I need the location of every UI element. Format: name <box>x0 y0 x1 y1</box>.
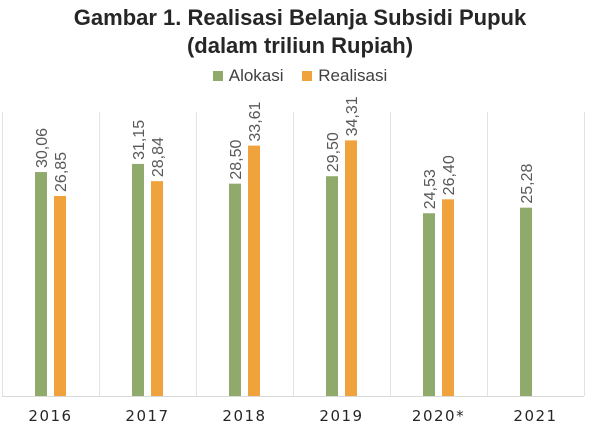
bar-alokasi-2019 <box>326 176 338 396</box>
bar-realisasi-2016 <box>54 195 66 396</box>
bar-alokasi-2017 <box>132 163 144 396</box>
chart-title: Gambar 1. Realisasi Belanja Subsidi Pupu… <box>0 4 600 60</box>
x-tick-label-2021: 2021 <box>513 407 557 425</box>
legend-label-realisasi: Realisasi <box>318 66 388 85</box>
data-label-alokasi-2020: 24,53 <box>422 169 439 209</box>
bar-realisasi-2018 <box>248 145 260 396</box>
x-tick-label-2016: 2016 <box>28 407 72 425</box>
bar-realisasi-2020 <box>442 199 454 396</box>
legend-item-alokasi: Alokasi <box>212 66 284 86</box>
x-tick-label-2017: 2017 <box>125 407 169 425</box>
chart-title-line-2: (dalam triliun Rupiah) <box>186 33 414 58</box>
data-label-realisasi-2019: 34,31 <box>344 96 361 136</box>
bar-realisasi-2017 <box>151 181 163 396</box>
chart-legend: Alokasi Realisasi <box>0 66 600 86</box>
data-label-realisasi-2017: 28,84 <box>150 137 167 177</box>
data-label-realisasi-2020: 26,40 <box>441 155 458 195</box>
bar-alokasi-2016 <box>35 172 47 396</box>
data-label-realisasi-2018: 33,61 <box>247 101 264 141</box>
x-tick-label-2018: 2018 <box>222 407 266 425</box>
x-tick-label-2019: 2019 <box>319 407 363 425</box>
data-label-alokasi-2021: 25,28 <box>519 164 536 204</box>
chart-title-line-1: Gambar 1. Realisasi Belanja Subsidi Pupu… <box>73 5 527 30</box>
data-label-alokasi-2019: 29,50 <box>325 132 342 172</box>
legend-swatch-alokasi <box>212 71 223 81</box>
bar-alokasi-2018 <box>229 183 241 396</box>
data-label-alokasi-2017: 31,15 <box>131 120 148 160</box>
bar-alokasi-2020 <box>423 213 435 396</box>
data-label-alokasi-2016: 30,06 <box>34 128 51 168</box>
x-tick-label-2020: 2020* <box>412 407 465 425</box>
bar-realisasi-2019 <box>345 140 357 396</box>
data-label-alokasi-2018: 28,50 <box>228 140 245 180</box>
bar-alokasi-2021 <box>520 207 532 396</box>
legend-item-realisasi: Realisasi <box>302 66 387 86</box>
legend-label-alokasi: Alokasi <box>228 66 284 85</box>
legend-swatch-realisasi <box>302 71 313 81</box>
data-label-realisasi-2016: 26,85 <box>53 152 70 192</box>
